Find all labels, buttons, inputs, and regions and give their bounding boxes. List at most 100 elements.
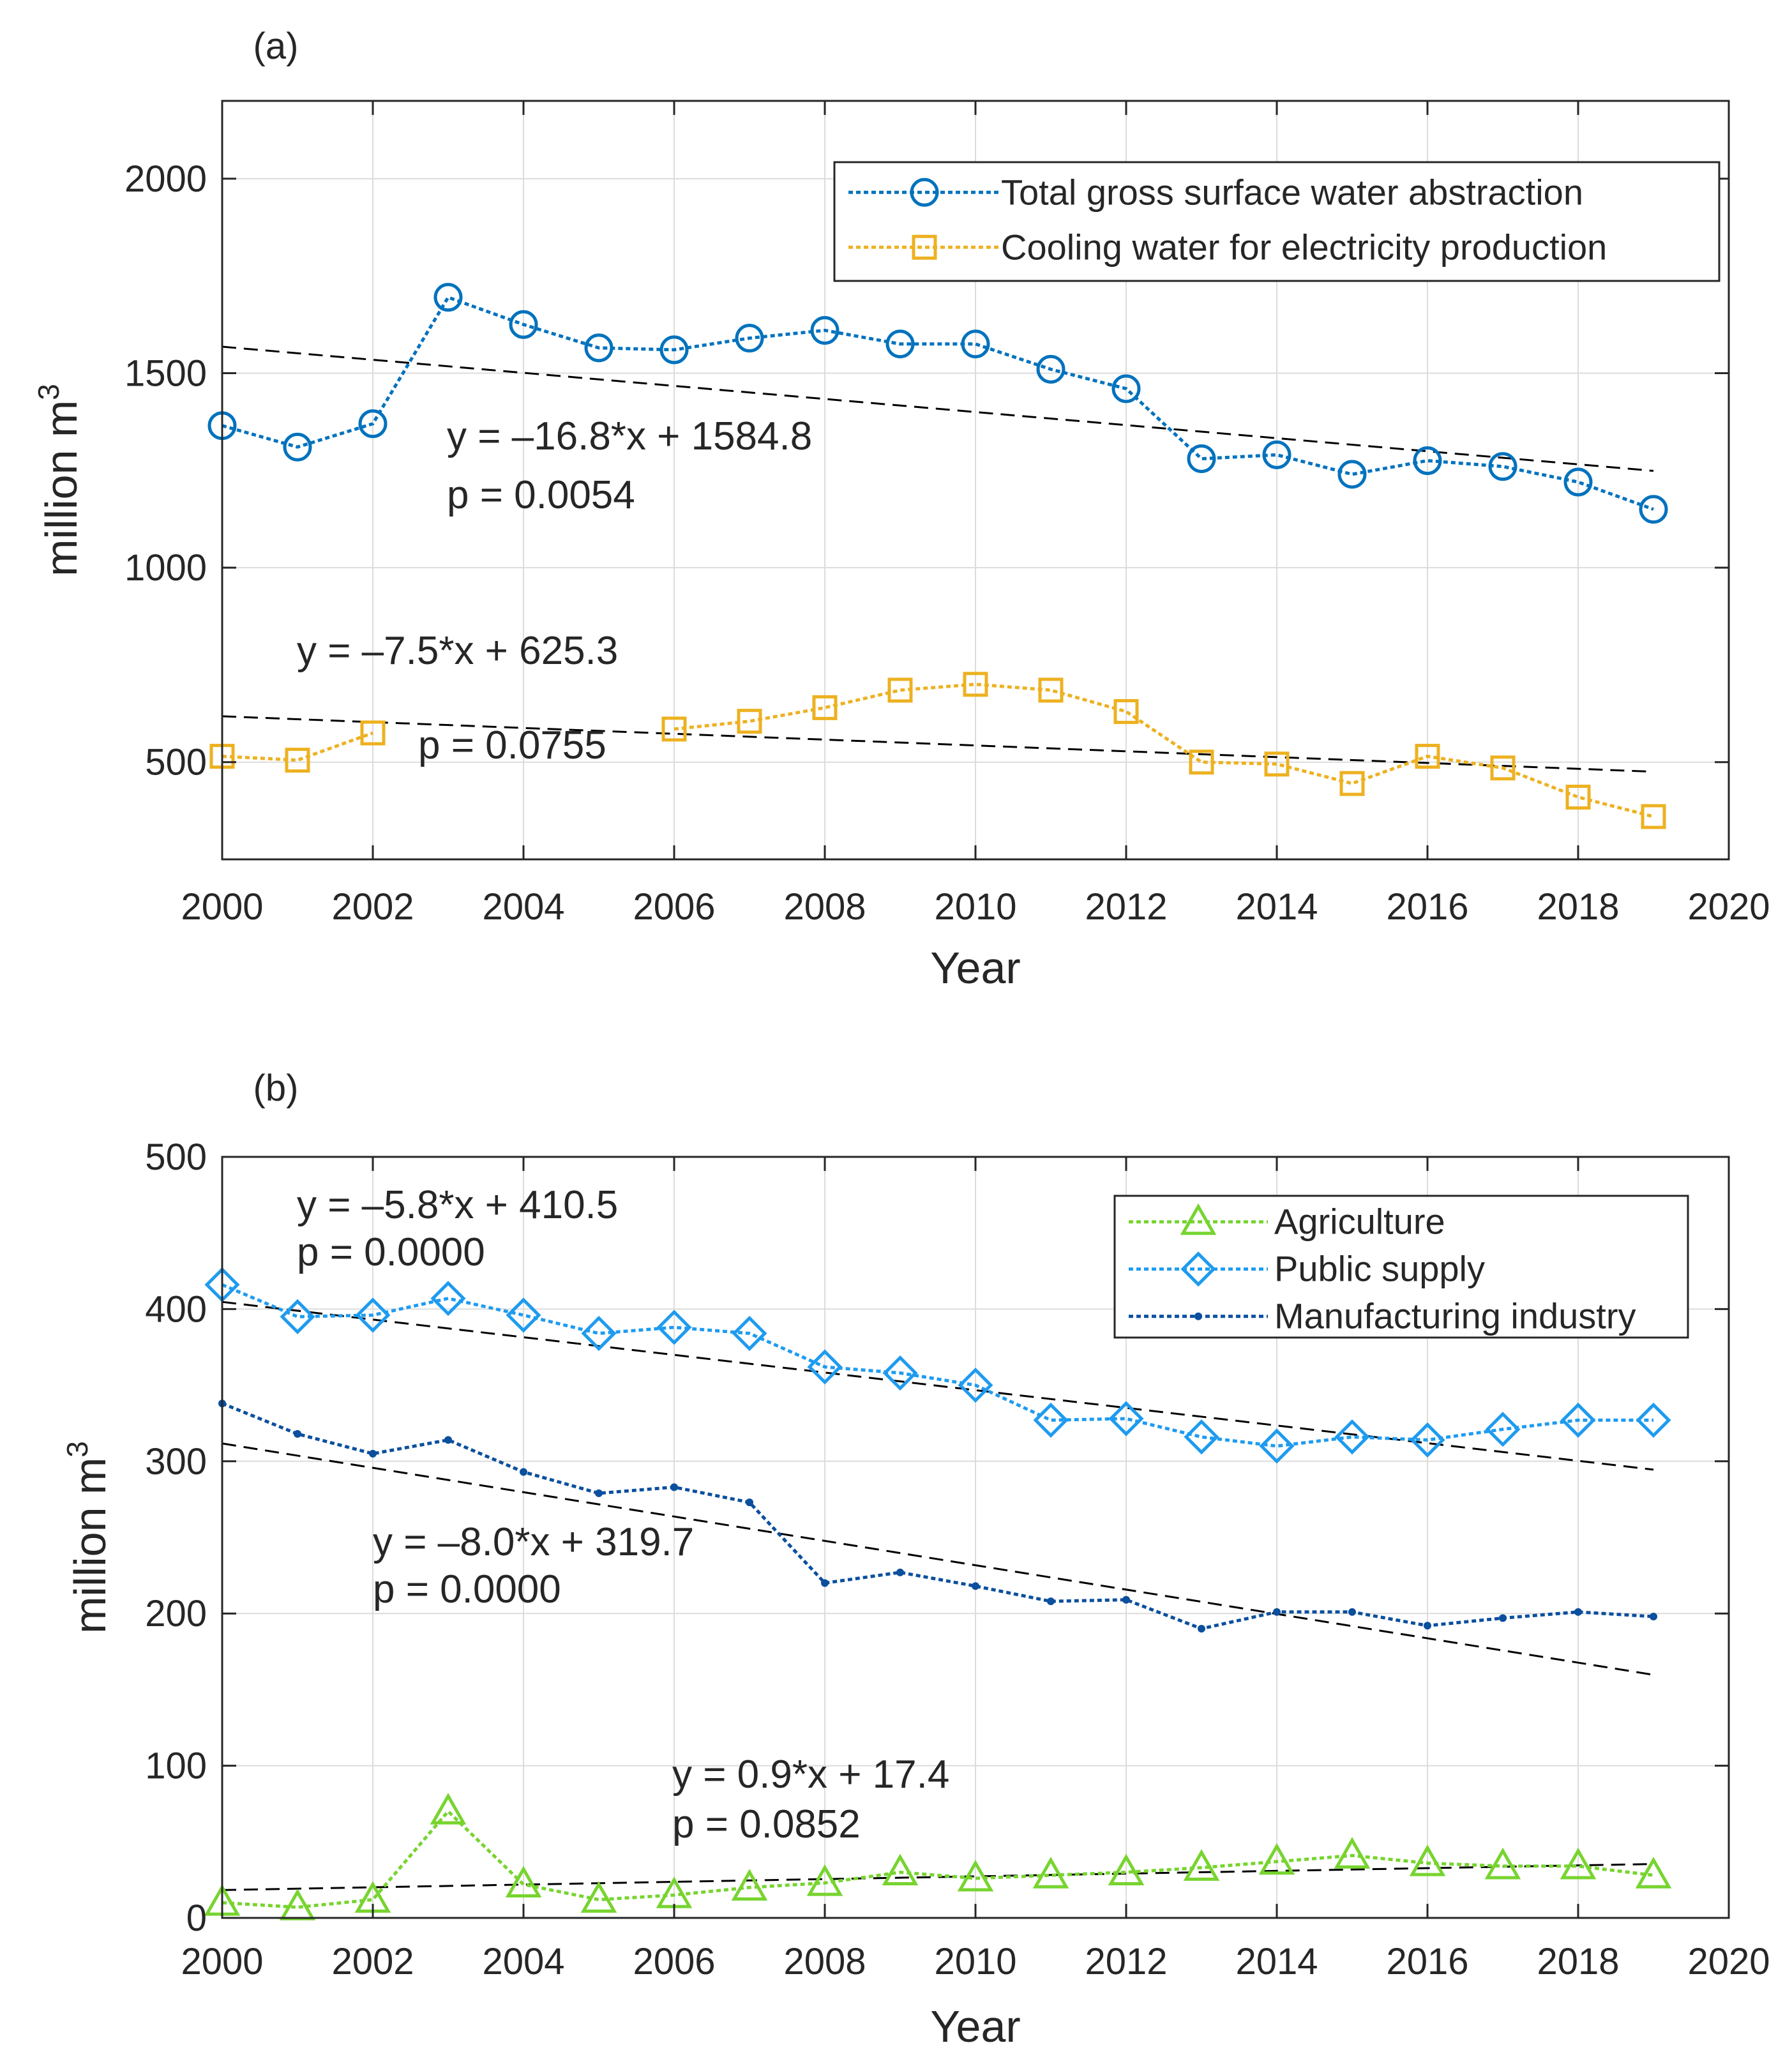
data-point — [369, 1449, 377, 1458]
data-point — [670, 1483, 678, 1491]
data-point — [887, 677, 913, 703]
data-point — [1639, 495, 1668, 524]
legend-marker — [1180, 1203, 1217, 1235]
data-point — [285, 748, 310, 773]
data-point — [806, 1864, 843, 1896]
x-tick-label: 2008 — [783, 1941, 866, 1982]
data-point — [812, 695, 838, 720]
data-point — [1560, 1847, 1597, 1880]
panel-label: (b) — [253, 1067, 299, 1109]
data-point — [430, 1281, 466, 1316]
trend-equation: y = –8.0*x + 319.7 — [373, 1520, 694, 1564]
data-point — [433, 283, 463, 312]
data-point — [972, 1582, 979, 1590]
data-point — [1111, 374, 1141, 404]
data-point — [1348, 1608, 1356, 1616]
legend-entry: Total gross surface water abstraction — [1001, 172, 1583, 212]
x-tick-label: 2008 — [783, 886, 866, 928]
data-point — [1413, 446, 1442, 476]
data-point — [661, 716, 687, 742]
y-tick-label: 400 — [145, 1288, 207, 1330]
data-point — [430, 1793, 467, 1825]
y-tick-label: 1000 — [124, 547, 207, 589]
data-point — [882, 1355, 918, 1391]
data-point — [444, 1436, 452, 1444]
data-point — [520, 1468, 527, 1476]
y-axis-label: million m3 — [32, 384, 86, 577]
data-point — [581, 1316, 617, 1352]
data-point — [737, 709, 762, 734]
data-point — [656, 1309, 692, 1345]
data-point — [1036, 354, 1065, 384]
series-public-supply — [204, 1267, 1671, 1464]
data-point — [1033, 1402, 1069, 1438]
data-point — [731, 1869, 768, 1901]
series-total-gross-surface-water-abstraction — [207, 283, 1668, 524]
data-point — [1636, 1402, 1671, 1438]
data-point — [1635, 1857, 1672, 1889]
x-tick-label: 2012 — [1085, 1941, 1167, 1982]
data-point — [1484, 1847, 1521, 1880]
panel-label: (a) — [253, 26, 299, 67]
series-line — [222, 731, 373, 762]
x-tick-label: 2002 — [331, 886, 414, 928]
data-point — [1258, 1843, 1295, 1875]
y-axis-label: million m3 — [61, 1441, 115, 1634]
trend-equation: y = –7.5*x + 625.3 — [297, 629, 618, 673]
x-tick-label: 2018 — [1537, 1941, 1619, 1982]
data-point — [735, 324, 764, 353]
data-point — [360, 720, 386, 746]
data-point — [732, 1316, 767, 1352]
legend-marker — [910, 177, 939, 207]
data-point — [584, 333, 614, 363]
data-point — [1409, 1844, 1446, 1876]
x-tick-label: 2006 — [633, 886, 715, 928]
trend-lines — [222, 345, 1654, 773]
data-point — [509, 310, 538, 339]
y-tick-label: 200 — [145, 1593, 207, 1634]
data-point — [896, 1568, 904, 1576]
data-point — [1334, 1837, 1371, 1869]
data-point — [595, 1489, 603, 1497]
y-axis-label-superscript: 3 — [32, 384, 65, 400]
trend-equation: y = 0.9*x + 17.4 — [672, 1753, 949, 1797]
data-point — [1113, 698, 1139, 724]
data-point — [1563, 467, 1593, 497]
data-point — [821, 1579, 829, 1587]
data-point — [1259, 1428, 1295, 1464]
data-point — [580, 1881, 617, 1913]
data-point — [1122, 1595, 1130, 1604]
trend-line — [222, 345, 1654, 472]
data-point — [283, 432, 312, 462]
data-point — [1187, 444, 1216, 473]
x-tick-label: 2014 — [1235, 886, 1318, 928]
x-tick-label: 2004 — [482, 1941, 564, 1982]
y-axis-label-superscript: 3 — [61, 1441, 94, 1458]
x-axis-label: Year — [930, 2002, 1020, 2051]
y-tick-label: 100 — [145, 1746, 207, 1787]
x-tick-label: 2016 — [1386, 886, 1468, 928]
x-tick-label: 2016 — [1386, 1941, 1468, 1982]
data-point — [1334, 1419, 1370, 1455]
y-axis-label-text: million m — [36, 400, 86, 577]
chart-panel-b: 2000 2002 2004 2006 2008 2010 2012 2014 2016 2018… — [61, 1067, 1770, 2051]
y-axis-label-text: million m — [65, 1458, 115, 1634]
series-line — [222, 295, 1654, 511]
data-point — [355, 1297, 391, 1333]
legend-box — [833, 161, 1720, 282]
data-point — [505, 1866, 542, 1898]
data-point — [957, 1859, 994, 1892]
data-point — [1641, 804, 1666, 829]
x-tick-label: 2006 — [633, 1941, 715, 1982]
data-point — [961, 329, 990, 359]
y-tick-label: 1500 — [124, 352, 207, 394]
trend-p-value: p = 0.0852 — [672, 1802, 861, 1846]
trend-line — [222, 1442, 1654, 1676]
legend-entry: Cooling water for electricity production — [1001, 227, 1607, 267]
legend-marker — [1180, 1251, 1216, 1287]
data-point — [1108, 1853, 1145, 1885]
legend: Agriculture Public supply Manufacturing in… — [1113, 1195, 1689, 1339]
x-tick-label: 2010 — [934, 886, 1016, 928]
data-point — [1337, 460, 1367, 489]
x-tick-label: 2000 — [181, 1941, 263, 1982]
